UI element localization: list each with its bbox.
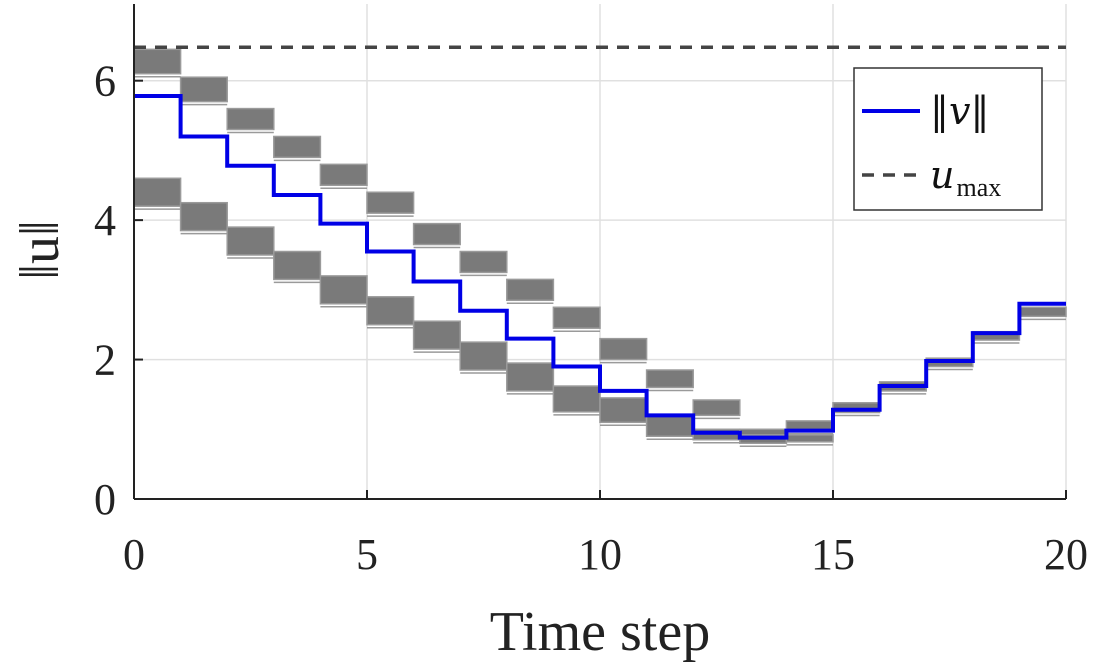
band-lower-5 bbox=[366, 296, 415, 326]
band-lower-2 bbox=[226, 226, 275, 256]
band-lower-9 bbox=[552, 385, 601, 413]
y-tick-label-1: 2 bbox=[94, 336, 116, 385]
y-axis-label: ‖u‖ bbox=[9, 220, 71, 279]
band-lower-10 bbox=[599, 397, 648, 424]
band-lower-0 bbox=[133, 177, 182, 207]
band-upper-5 bbox=[366, 191, 415, 214]
band-lower-14 bbox=[785, 434, 834, 443]
band-lower-8 bbox=[506, 362, 555, 392]
x-tick-label-4: 20 bbox=[1044, 530, 1088, 579]
band-upper-7 bbox=[459, 250, 508, 274]
band-upper-12 bbox=[692, 399, 741, 417]
band-lower-7 bbox=[459, 341, 508, 371]
plot-axes bbox=[133, 4, 1067, 500]
y-tick-label-0: 0 bbox=[94, 475, 116, 524]
band-upper-3 bbox=[273, 135, 322, 159]
tick-labels: 0 5 10 15 20 0 2 4 6 bbox=[94, 57, 1088, 579]
x-tick-label-2: 10 bbox=[578, 530, 622, 579]
legend-label-umax-sub: max bbox=[956, 173, 1001, 202]
y-tick-label-2: 4 bbox=[94, 196, 116, 245]
band-upper-11 bbox=[645, 369, 694, 389]
band-lower-6 bbox=[412, 320, 461, 350]
legend: ‖v‖ umax bbox=[853, 67, 1043, 211]
x-axis-label: Time step bbox=[490, 601, 710, 663]
band-upper-4 bbox=[319, 163, 368, 187]
x-tick-label-3: 15 bbox=[811, 530, 855, 579]
legend-box bbox=[853, 67, 1043, 211]
band-upper-6 bbox=[412, 222, 461, 246]
band-lower-1 bbox=[179, 201, 228, 232]
series-lines bbox=[134, 45, 1066, 440]
band-upper-8 bbox=[506, 278, 555, 302]
band-lower-11 bbox=[645, 414, 694, 438]
band-upper-9 bbox=[552, 306, 601, 329]
band-upper-0 bbox=[133, 48, 182, 75]
x-tick-label-0: 0 bbox=[123, 530, 145, 579]
band-lower-4 bbox=[319, 275, 368, 305]
band-lower-3 bbox=[273, 250, 322, 281]
legend-label-umax: umax bbox=[930, 153, 1001, 202]
band-upper-1 bbox=[179, 76, 228, 103]
legend-label-umax-main: u bbox=[930, 153, 954, 197]
series-v-norm-line bbox=[134, 94, 1066, 440]
band-upper-19 bbox=[1018, 306, 1067, 318]
band-upper-2 bbox=[226, 107, 275, 131]
x-tick-label-1: 5 bbox=[356, 530, 378, 579]
legend-label-v: ‖v‖ bbox=[930, 89, 989, 133]
y-tick-label-3: 6 bbox=[94, 57, 116, 106]
band-upper-10 bbox=[599, 337, 648, 361]
